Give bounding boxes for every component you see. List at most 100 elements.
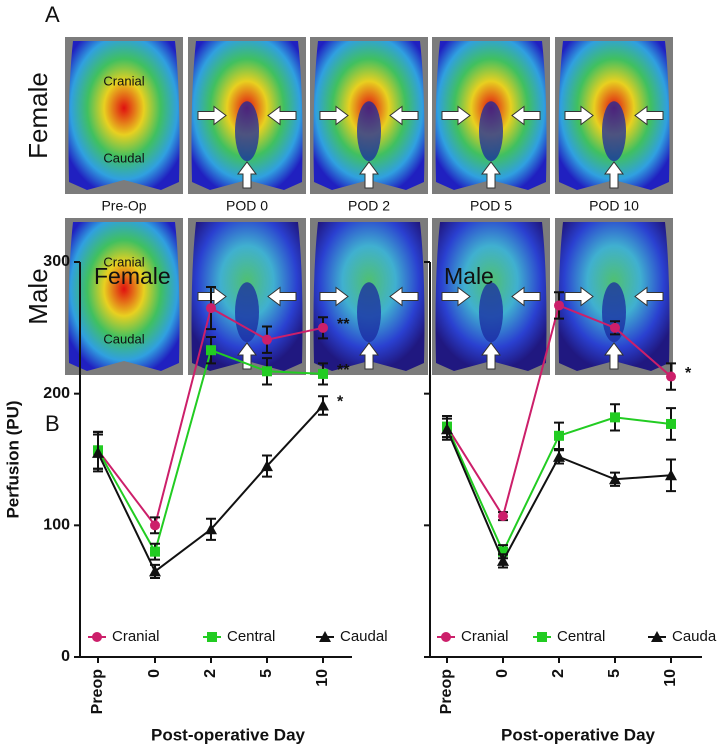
- arrow: [319, 286, 349, 307]
- arrow: [359, 342, 379, 370]
- x-tick-label: 0: [146, 669, 163, 678]
- marker: [665, 469, 677, 481]
- arrow: [389, 286, 419, 307]
- incision-region: [235, 282, 259, 343]
- region-label: Caudal: [103, 331, 144, 346]
- x-tick-label: 10: [314, 669, 331, 687]
- column-label: Pre-Op: [101, 198, 146, 214]
- x-tick-label: 2: [550, 669, 567, 678]
- x-tick-label: 10: [662, 669, 679, 687]
- incision-region: [357, 101, 381, 162]
- marker: [149, 565, 161, 577]
- arrow: [359, 161, 379, 189]
- panel-label: A: [45, 2, 60, 27]
- incision-region: [479, 101, 503, 162]
- marker: [92, 446, 104, 458]
- arrow: [441, 286, 471, 307]
- significance: *: [337, 394, 344, 411]
- arrow: [564, 286, 594, 307]
- x-tick-label: Preop: [89, 669, 106, 715]
- series: [93, 336, 328, 561]
- marker: [537, 632, 547, 642]
- y-axis-label: Perfusion (PU): [3, 400, 22, 518]
- marker: [262, 366, 272, 377]
- arrow: [564, 105, 594, 126]
- region-label: Caudal: [103, 150, 144, 165]
- marker: [554, 430, 564, 441]
- perfusion-map: [68, 41, 180, 190]
- incision-region: [602, 282, 626, 343]
- arrow: [389, 105, 419, 126]
- series-line: [97, 404, 324, 573]
- arrow: [634, 105, 664, 126]
- marker: [554, 300, 564, 311]
- marker: [262, 334, 272, 345]
- arrow: [604, 161, 624, 189]
- legend-label: Central: [227, 628, 275, 645]
- x-tick-label: 5: [606, 669, 623, 678]
- y-tick-label: 0: [61, 648, 70, 665]
- y-tick-label: 200: [43, 385, 70, 402]
- incision-region: [357, 282, 381, 343]
- marker: [207, 632, 217, 642]
- marker: [610, 322, 620, 333]
- marker: [610, 412, 620, 423]
- arrow: [237, 342, 257, 370]
- region-label: Cranial: [103, 254, 144, 269]
- perfusion-map: [68, 222, 180, 371]
- arrow: [441, 105, 471, 126]
- column-label: POD 5: [470, 198, 512, 214]
- x-tick-label: Preop: [438, 669, 455, 715]
- marker: [609, 473, 621, 485]
- panel-label: B: [45, 411, 60, 436]
- column-label: POD 10: [589, 198, 639, 214]
- arrow: [511, 105, 541, 126]
- column-label: POD 2: [348, 198, 390, 214]
- chart-title: Female: [94, 263, 171, 289]
- significance: *: [685, 365, 692, 382]
- marker: [92, 632, 102, 642]
- x-axis-label: Post-operative Day: [501, 725, 656, 744]
- chart-title: Male: [444, 263, 494, 289]
- legend-label: Cranial: [112, 628, 160, 645]
- arrow: [237, 161, 257, 189]
- marker: [666, 418, 676, 429]
- arrow: [319, 105, 349, 126]
- arrow: [511, 286, 541, 307]
- incision-region: [479, 282, 503, 343]
- y-tick-label: 300: [43, 253, 70, 270]
- arrow: [481, 161, 501, 189]
- legend-label: Caudal: [672, 628, 717, 645]
- y-tick-label: 100: [43, 517, 70, 534]
- marker: [261, 460, 273, 472]
- arrow: [634, 286, 664, 307]
- marker: [205, 523, 217, 535]
- marker: [651, 631, 663, 642]
- series: [441, 417, 677, 569]
- marker: [441, 423, 453, 435]
- arrow: [604, 342, 624, 370]
- significance: **: [337, 316, 350, 333]
- x-axis-label: Post-operative Day: [151, 725, 306, 744]
- legend-label: Central: [557, 628, 605, 645]
- x-tick-label: 2: [202, 669, 219, 678]
- marker: [319, 631, 331, 642]
- incision-region: [235, 101, 259, 162]
- arrow: [267, 105, 297, 126]
- series: [92, 395, 329, 579]
- incision-region: [602, 101, 626, 162]
- marker: [441, 632, 451, 642]
- row-label: Female: [23, 72, 53, 159]
- marker: [497, 554, 509, 566]
- marker: [498, 546, 508, 557]
- marker: [498, 511, 508, 522]
- legend-label: Cranial: [461, 628, 509, 645]
- marker: [150, 546, 160, 557]
- marker: [666, 371, 676, 382]
- marker: [150, 520, 160, 531]
- marker: [318, 368, 328, 379]
- marker: [318, 322, 328, 333]
- marker: [206, 303, 216, 314]
- arrow: [197, 105, 227, 126]
